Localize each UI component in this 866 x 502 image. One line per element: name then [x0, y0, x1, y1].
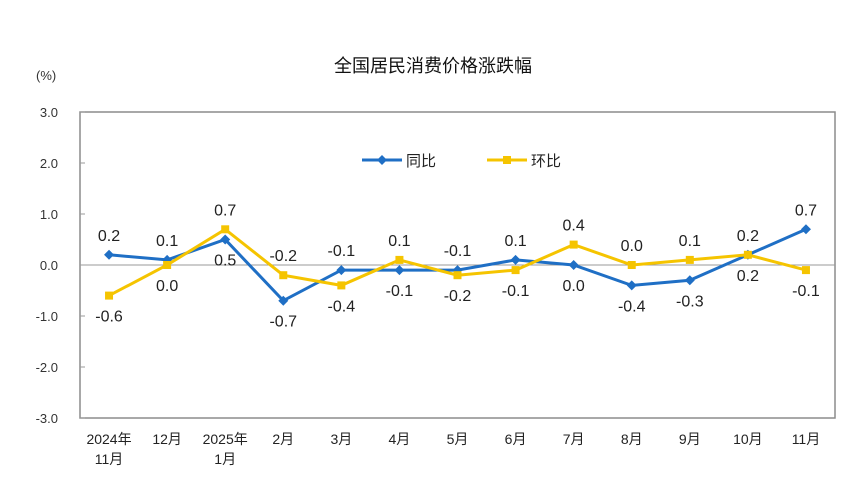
data-point: [278, 295, 289, 306]
y-tick-label: 3.0: [40, 105, 58, 120]
legend-label: 同比: [406, 153, 436, 170]
data-label: 0.1: [156, 233, 178, 250]
y-tick-label: -3.0: [36, 411, 58, 426]
x-tick-label: 3月: [330, 431, 352, 447]
data-label: 0.1: [679, 233, 701, 250]
x-tick-label: 6月: [505, 431, 527, 447]
data-label: -0.1: [386, 283, 414, 300]
data-point: [511, 266, 520, 275]
x-tick-label: 11月: [95, 451, 124, 467]
data-point: [685, 255, 694, 264]
data-point: [105, 291, 114, 300]
data-label: 0.1: [388, 233, 410, 250]
x-tick-label: 8月: [621, 431, 643, 447]
data-label: -0.1: [328, 243, 356, 260]
data-point: [743, 250, 752, 259]
legend-marker: [377, 155, 387, 165]
data-point: [627, 261, 636, 269]
data-point: [801, 266, 810, 275]
data-point: [220, 234, 231, 245]
data-point: [163, 261, 172, 269]
data-label: -0.3: [676, 293, 704, 310]
data-point: [510, 254, 521, 265]
data-label: 0.7: [795, 202, 817, 219]
data-point: [337, 281, 346, 290]
y-tick-label: 1.0: [40, 207, 58, 222]
x-tick-label: 4月: [389, 431, 411, 447]
x-tick-label: 10月: [733, 431, 763, 447]
data-label: 0.2: [737, 268, 759, 285]
x-tick-label: 12月: [152, 431, 182, 447]
data-label: -0.1: [444, 243, 472, 260]
data-label: -0.1: [502, 283, 530, 300]
data-point: [800, 224, 811, 235]
x-tick-label: 11月: [792, 431, 821, 447]
data-point: [568, 260, 579, 270]
x-tick-label: 2024年: [86, 431, 131, 447]
data-label: -0.4: [618, 298, 646, 315]
data-point: [394, 265, 405, 276]
legend-label: 环比: [531, 153, 561, 170]
data-label: 0.7: [214, 202, 236, 219]
y-axis-label: (%): [36, 68, 56, 83]
data-label: -0.7: [269, 314, 297, 331]
data-point: [104, 249, 115, 260]
data-point: [626, 280, 637, 291]
data-label: -0.2: [444, 288, 472, 305]
x-tick-label: 7月: [563, 431, 585, 447]
x-tick-label: 5月: [447, 431, 469, 447]
data-point: [221, 225, 230, 234]
chart-title: 全国居民消费价格涨跌幅: [334, 56, 532, 76]
y-tick-label: 2.0: [40, 156, 58, 171]
data-label: 0.0: [621, 238, 643, 255]
data-label: 0.2: [737, 228, 759, 245]
data-label: 0.0: [156, 278, 178, 295]
data-label: -0.6: [95, 309, 123, 326]
data-label: 0.4: [563, 218, 585, 235]
data-label: 0.5: [214, 253, 236, 270]
y-tick-label: -1.0: [36, 309, 58, 324]
data-label: -0.2: [269, 248, 297, 265]
x-tick-label: 2025年: [203, 431, 248, 447]
data-point: [453, 271, 462, 280]
data-point: [395, 255, 404, 264]
y-tick-label: -2.0: [36, 360, 58, 375]
x-tick-label: 9月: [679, 431, 701, 447]
data-label: 0.1: [504, 233, 526, 250]
y-tick-label: 0.0: [40, 258, 58, 273]
data-label: 0.0: [563, 278, 585, 295]
legend-marker: [503, 156, 511, 164]
data-label: 0.2: [98, 228, 120, 245]
data-label: -0.4: [328, 298, 356, 315]
x-tick-label: 1月: [214, 451, 236, 467]
data-point: [279, 271, 288, 280]
x-tick-label: 2月: [272, 431, 294, 447]
data-point: [569, 240, 578, 249]
data-point: [684, 275, 695, 286]
data-label: -0.1: [792, 283, 820, 300]
data-point: [336, 265, 347, 276]
